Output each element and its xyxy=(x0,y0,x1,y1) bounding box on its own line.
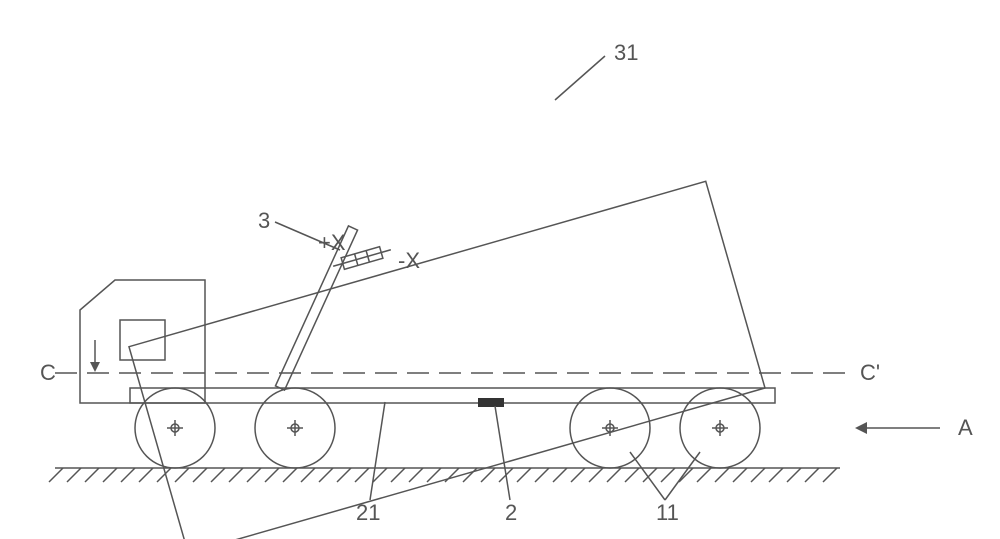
label-minus-x: -X xyxy=(398,248,420,273)
diagram-canvas: C C' A +X -X 31 3 21 2 11 xyxy=(0,0,1000,539)
label-c: C xyxy=(40,360,56,385)
arrow-left-icon xyxy=(855,422,867,434)
wheels xyxy=(135,388,760,468)
leader-line xyxy=(370,402,385,500)
chassis xyxy=(130,388,775,403)
sensor-on-chassis xyxy=(478,398,504,407)
truck-cab xyxy=(80,280,205,403)
label-a: A xyxy=(958,415,973,440)
label-11: 11 xyxy=(656,500,679,525)
label-21: 21 xyxy=(356,500,380,525)
leader-line xyxy=(495,406,510,500)
cab-window xyxy=(120,320,165,360)
leader-line xyxy=(555,56,605,100)
arrow-down-icon xyxy=(90,362,100,372)
leader-line xyxy=(665,452,700,500)
leader-line xyxy=(630,452,665,500)
label-3: 3 xyxy=(258,208,270,233)
label-c-prime: C' xyxy=(860,360,880,385)
label-2: 2 xyxy=(505,500,517,525)
dump-container xyxy=(129,181,765,539)
label-plus-x: +X xyxy=(318,230,346,255)
label-31: 31 xyxy=(614,40,638,65)
